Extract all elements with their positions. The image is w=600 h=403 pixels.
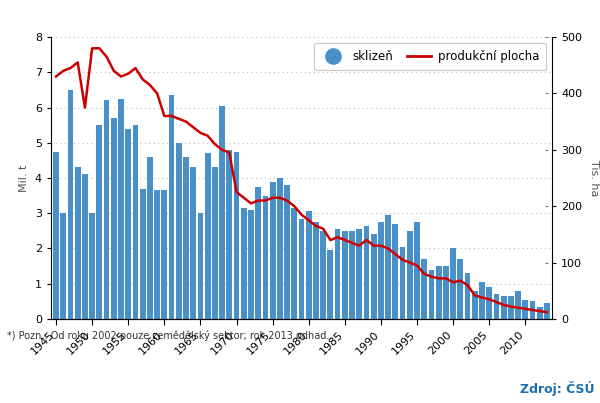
Bar xyxy=(328,250,333,319)
Text: Brambory celkem *): Brambory celkem *) xyxy=(7,10,171,26)
Bar xyxy=(111,118,116,319)
Bar xyxy=(140,189,146,319)
Bar xyxy=(371,235,377,319)
Bar xyxy=(421,259,427,319)
Bar xyxy=(400,247,406,319)
Y-axis label: Tis. ha: Tis. ha xyxy=(589,160,599,196)
Bar xyxy=(176,143,182,319)
Bar xyxy=(292,208,297,319)
Bar xyxy=(277,178,283,319)
Bar xyxy=(494,294,499,319)
Bar xyxy=(125,129,131,319)
Bar xyxy=(472,291,478,319)
Bar xyxy=(537,307,542,319)
Bar xyxy=(75,167,80,319)
Bar xyxy=(450,249,456,319)
Bar xyxy=(263,195,268,319)
Bar xyxy=(457,259,463,319)
Bar xyxy=(436,266,442,319)
Bar xyxy=(349,231,355,319)
Bar xyxy=(104,100,109,319)
Bar xyxy=(147,157,153,319)
Bar xyxy=(133,125,139,319)
Bar xyxy=(118,99,124,319)
Bar xyxy=(428,270,434,319)
Bar xyxy=(523,299,528,319)
Text: -: - xyxy=(545,88,552,98)
Bar xyxy=(299,218,304,319)
Bar xyxy=(342,231,348,319)
Bar xyxy=(212,167,218,319)
Bar xyxy=(97,125,102,319)
Text: -: - xyxy=(545,145,552,155)
Bar xyxy=(385,215,391,319)
Bar xyxy=(515,291,521,319)
Bar xyxy=(508,296,514,319)
Bar xyxy=(392,224,398,319)
Bar xyxy=(284,185,290,319)
Bar xyxy=(233,152,239,319)
Bar xyxy=(68,90,73,319)
Bar xyxy=(183,157,189,319)
Bar xyxy=(414,222,420,319)
Bar xyxy=(241,208,247,319)
Bar xyxy=(306,212,311,319)
Bar xyxy=(407,231,413,319)
Bar xyxy=(248,210,254,319)
Bar xyxy=(530,301,535,319)
Text: Zdroj: ČSÚ: Zdroj: ČSÚ xyxy=(520,381,594,396)
Bar xyxy=(190,167,196,319)
Bar xyxy=(364,226,370,319)
Text: -: - xyxy=(545,201,552,211)
Bar xyxy=(255,187,261,319)
Bar xyxy=(335,229,340,319)
Bar xyxy=(226,150,232,319)
Bar xyxy=(154,190,160,319)
Y-axis label: Mil. t: Mil. t xyxy=(19,164,29,192)
Bar xyxy=(205,153,211,319)
Bar xyxy=(464,273,470,319)
Bar xyxy=(443,266,449,319)
Bar xyxy=(356,229,362,319)
Text: *) Pozn.: Od roku 2002 pouze zemědělský sektor; rok 2013 odhad.: *) Pozn.: Od roku 2002 pouze zemědělský … xyxy=(7,330,329,341)
Bar xyxy=(501,296,506,319)
Legend: sklizeň, produkční plocha: sklizeň, produkční plocha xyxy=(314,43,546,70)
Bar xyxy=(378,222,384,319)
Bar xyxy=(197,213,203,319)
Text: -: - xyxy=(545,258,552,268)
Bar xyxy=(313,222,319,319)
Bar xyxy=(479,282,485,319)
Bar xyxy=(161,190,167,319)
Bar xyxy=(544,303,550,319)
Bar xyxy=(82,174,88,319)
Bar xyxy=(89,213,95,319)
Bar xyxy=(219,106,225,319)
Bar xyxy=(53,152,59,319)
Bar xyxy=(270,181,275,319)
Bar xyxy=(169,95,175,319)
Bar xyxy=(487,287,492,319)
Text: -: - xyxy=(545,32,552,42)
Bar xyxy=(61,213,66,319)
Bar xyxy=(320,231,326,319)
